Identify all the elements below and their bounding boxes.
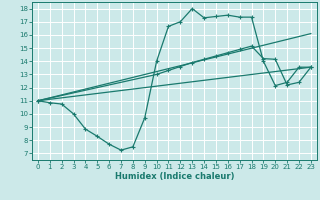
X-axis label: Humidex (Indice chaleur): Humidex (Indice chaleur)	[115, 172, 234, 181]
